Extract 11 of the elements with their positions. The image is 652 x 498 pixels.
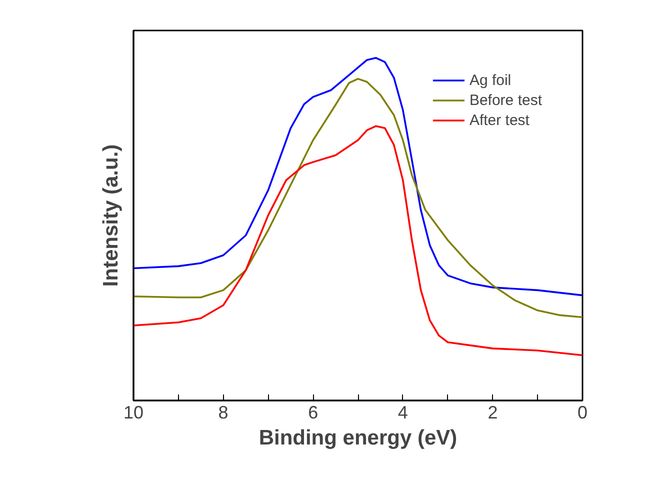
x-tick-label: 10	[123, 402, 144, 422]
x-axis-title: Binding energy (eV)	[258, 426, 458, 450]
legend-label: Before test	[469, 92, 542, 108]
x-tick-label: 4	[398, 402, 408, 422]
legend-label: After test	[469, 112, 530, 128]
x-tick-label: 2	[488, 402, 498, 422]
legend-label: Ag foil	[469, 72, 512, 88]
x-tick-label: 0	[577, 402, 588, 422]
x-tick-label: 8	[218, 402, 228, 422]
y-axis-title: Intensity (a.u.)	[100, 144, 122, 287]
x-tick-label: 6	[308, 402, 318, 422]
